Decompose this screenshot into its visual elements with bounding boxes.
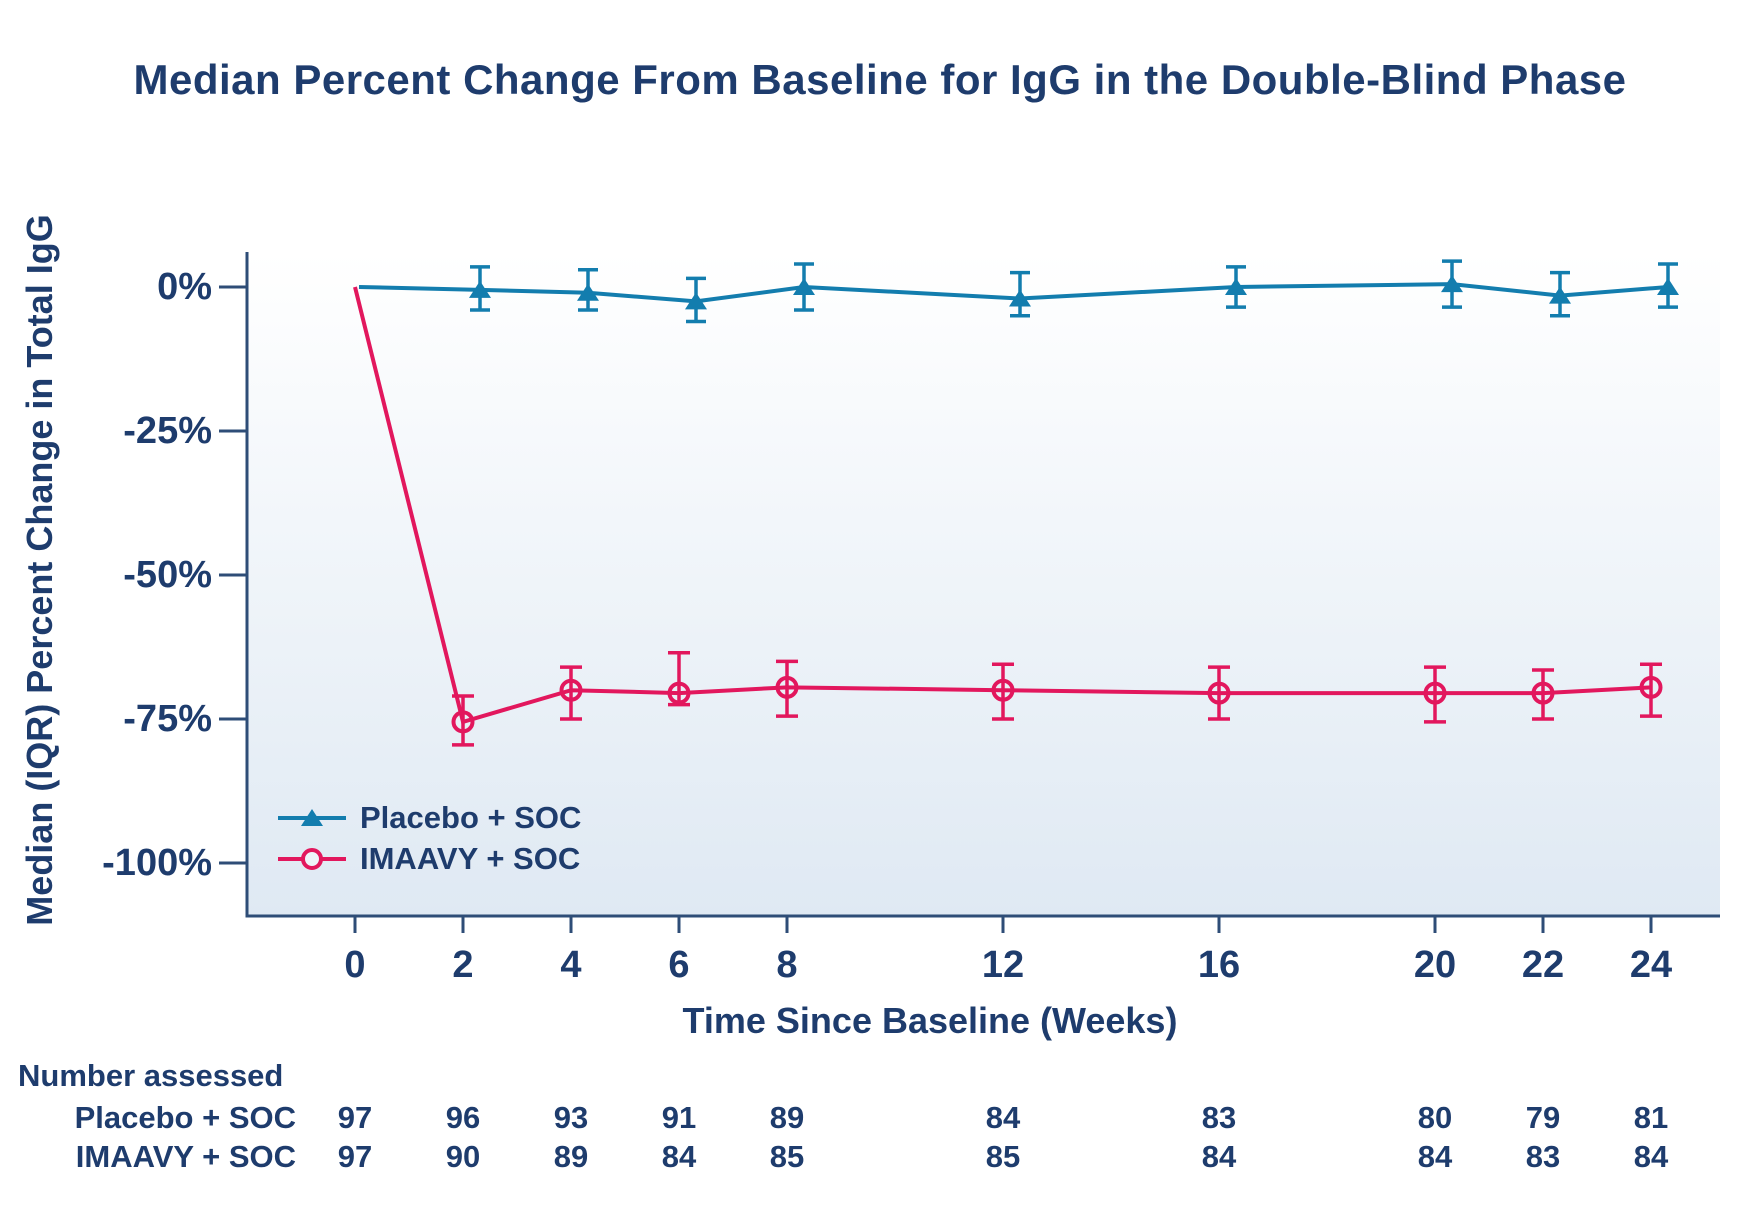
assessed-value: 81 — [1633, 1100, 1669, 1135]
x-tick-label: 22 — [1521, 944, 1565, 986]
assessed-value: 85 — [985, 1139, 1021, 1174]
x-tick-label: 8 — [776, 944, 798, 986]
x-tick-label: 20 — [1413, 944, 1457, 986]
x-tick-label: 6 — [668, 944, 690, 986]
assessed-value: 84 — [661, 1139, 697, 1174]
number-assessed-heading: Number assessed — [18, 1058, 284, 1093]
y-tick-label: -25% — [123, 410, 212, 452]
assessed-value: 80 — [1417, 1100, 1453, 1135]
x-tick-label: 0 — [344, 944, 366, 986]
y-tick-label: 0% — [157, 266, 212, 308]
assessed-value: 90 — [445, 1139, 481, 1174]
y-tick-label: -50% — [123, 554, 212, 596]
assessed-value: 91 — [661, 1100, 697, 1135]
assessed-value: 83 — [1201, 1100, 1237, 1135]
x-axis-title: Time Since Baseline (Weeks) — [682, 1000, 1178, 1041]
assessed-value: 84 — [1417, 1139, 1453, 1174]
placebo-series — [358, 259, 1679, 324]
x-tick-label: 2 — [452, 944, 474, 986]
x-tick-label: 16 — [1197, 944, 1241, 986]
x-tick-label: 12 — [981, 944, 1025, 986]
assessed-row-label-imaavy: IMAAVY + SOC — [75, 1139, 296, 1174]
imaavy-legend-marker-icon — [278, 848, 346, 870]
assessed-row-label-placebo: Placebo + SOC — [74, 1100, 296, 1135]
assessed-value: 85 — [769, 1139, 805, 1174]
assessed-value: 83 — [1525, 1139, 1561, 1174]
axis-lines — [245, 252, 1720, 918]
assessed-value: 89 — [553, 1139, 589, 1174]
x-tick-label: 24 — [1629, 944, 1673, 986]
legend-label-imaavy: IMAAVY + SOC — [360, 841, 581, 876]
assessed-value: 93 — [553, 1100, 589, 1135]
assessed-value: 96 — [445, 1100, 481, 1135]
assessed-value: 97 — [337, 1100, 373, 1135]
plot-background — [247, 252, 1720, 916]
chart-title: Median Percent Change From Baseline for … — [133, 56, 1627, 103]
assessed-value: 89 — [769, 1100, 805, 1135]
assessed-value: 84 — [1633, 1139, 1669, 1174]
imaavy-series — [353, 286, 1663, 747]
y-tick-label: -75% — [123, 698, 212, 740]
assessed-value: 84 — [1201, 1139, 1237, 1174]
x-tick-label: 4 — [560, 944, 582, 986]
assessed-value: 97 — [337, 1139, 373, 1174]
legend-label-placebo: Placebo + SOC — [360, 800, 582, 835]
assessed-value: 79 — [1525, 1100, 1561, 1135]
y-tick-label: -100% — [102, 842, 212, 884]
placebo-legend-marker-icon — [278, 809, 346, 826]
assessed-value: 84 — [985, 1100, 1021, 1135]
